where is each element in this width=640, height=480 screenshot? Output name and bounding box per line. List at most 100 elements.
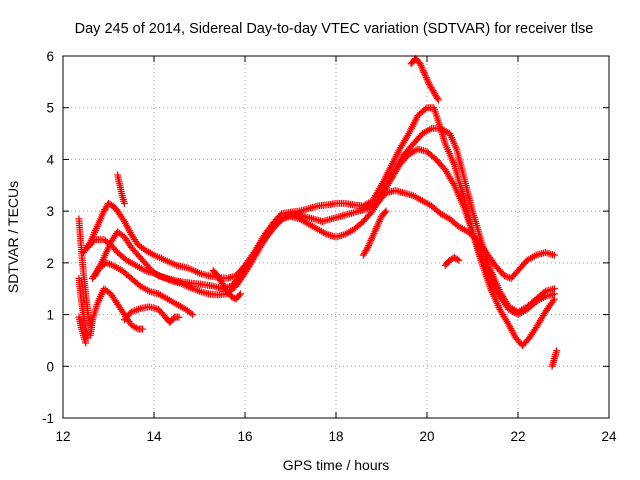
data-point — [104, 260, 112, 268]
data-point — [189, 311, 197, 319]
data-point — [187, 309, 195, 317]
data-point — [119, 216, 127, 224]
data-point — [549, 297, 557, 305]
series-arc-l — [359, 207, 390, 259]
data-point — [425, 79, 433, 87]
data-point — [453, 255, 461, 263]
data-point — [139, 245, 147, 253]
data-point — [419, 67, 427, 75]
data-point — [504, 319, 512, 327]
data-point — [381, 208, 389, 216]
data-point — [89, 237, 97, 245]
data-point — [365, 242, 373, 250]
x-tick-label: 16 — [237, 429, 252, 444]
data-point — [382, 207, 390, 215]
data-point — [421, 72, 429, 80]
data-point — [433, 94, 441, 102]
data-point — [366, 238, 374, 246]
x-tick-label: 14 — [146, 429, 162, 444]
data-point — [370, 230, 378, 238]
x-tick-label: 22 — [510, 429, 525, 444]
data-point — [505, 274, 513, 282]
data-point — [371, 228, 379, 236]
series-arc-p — [548, 347, 561, 370]
data-point — [371, 226, 379, 234]
data-point — [374, 221, 382, 229]
plot-frame — [62, 55, 610, 419]
y-tick-label: -1 — [42, 411, 54, 426]
data-point — [367, 236, 375, 244]
grid-lines — [63, 56, 609, 418]
data-point — [418, 63, 426, 71]
data-point — [102, 259, 110, 267]
data-point — [449, 180, 457, 188]
data-point — [120, 199, 128, 207]
y-tick-label: 2 — [46, 256, 54, 271]
data-point — [365, 240, 373, 248]
data-point — [175, 313, 183, 321]
data-point — [502, 272, 510, 280]
series-arc-g — [89, 259, 197, 319]
data-point — [236, 290, 244, 298]
series-arc-f — [84, 145, 558, 319]
data-point — [227, 292, 235, 300]
data-point — [235, 291, 243, 299]
series-arc-k — [209, 267, 244, 303]
x-tick-label: 24 — [601, 429, 617, 444]
data-point — [105, 199, 112, 207]
data-point — [372, 224, 380, 232]
series-arc-n — [407, 55, 442, 104]
data-point — [375, 217, 383, 225]
data-point — [376, 216, 384, 224]
data-point — [421, 70, 429, 78]
series-arc-c — [75, 313, 90, 347]
data-point — [418, 65, 426, 73]
data-point — [107, 261, 115, 269]
series-arc-d — [79, 104, 558, 350]
series-arc-i — [120, 303, 183, 326]
y-axis-label: SDTVAR / TECUs — [5, 181, 21, 293]
data-point — [446, 256, 454, 264]
series-arc-o — [441, 254, 463, 269]
data-point — [423, 75, 431, 83]
data-point — [132, 324, 140, 332]
data-point — [553, 347, 561, 355]
series-arc-m — [373, 186, 558, 282]
x-tick-label: 18 — [328, 429, 343, 444]
data-point — [422, 74, 430, 82]
series-arc-j — [114, 171, 128, 207]
data-point — [447, 255, 455, 263]
data-point — [424, 77, 432, 85]
data-point — [106, 200, 114, 208]
data-point — [364, 243, 372, 251]
data-point — [369, 231, 377, 239]
data-point — [416, 60, 424, 68]
data-points — [75, 55, 561, 370]
y-tick-label: 6 — [46, 49, 54, 64]
chart-title: Day 245 of 2014, Sidereal Day-to-day VTE… — [75, 21, 594, 37]
data-point — [363, 245, 371, 253]
data-point — [455, 256, 463, 264]
data-point — [404, 131, 412, 139]
y-tick-label: 5 — [46, 101, 54, 116]
data-point — [139, 325, 147, 333]
data-point — [373, 223, 381, 231]
x-axis-label: GPS time / hours — [283, 457, 390, 473]
data-point — [500, 272, 508, 280]
data-point — [434, 96, 442, 104]
data-point — [420, 68, 428, 76]
data-point — [452, 255, 460, 263]
y-tick-label: 3 — [46, 204, 54, 219]
series-arc-a — [75, 215, 94, 329]
data-point — [368, 233, 376, 241]
data-point — [106, 260, 114, 268]
data-point — [374, 219, 382, 227]
data-point — [550, 251, 558, 259]
y-tick-label: 4 — [46, 152, 54, 167]
y-tick-label: 0 — [46, 359, 54, 374]
y-tick-label: 1 — [46, 308, 54, 323]
data-point — [368, 235, 376, 243]
data-point — [450, 254, 458, 262]
